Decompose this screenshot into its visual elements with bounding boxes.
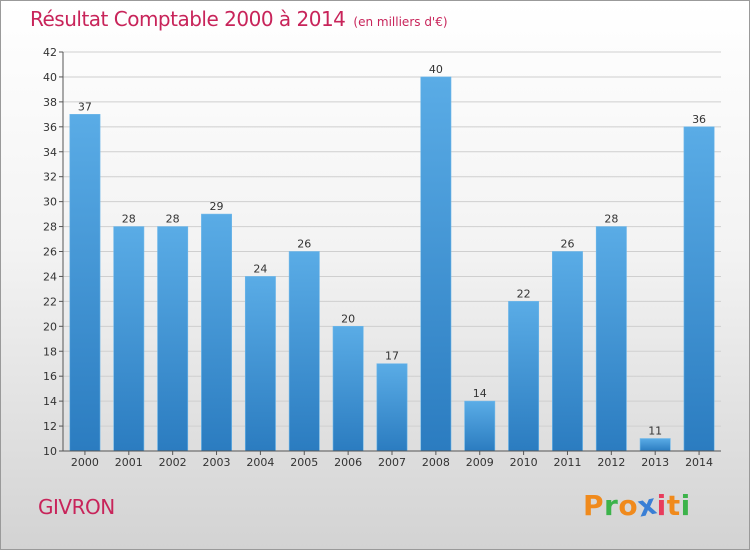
y-tick-label: 10 bbox=[43, 445, 57, 458]
commune-name: GIVRON bbox=[38, 495, 115, 519]
y-tick-label: 24 bbox=[43, 270, 57, 283]
x-tick-label: 2007 bbox=[378, 456, 406, 469]
x-tick-label: 2006 bbox=[334, 456, 362, 469]
y-tick-label: 14 bbox=[43, 395, 57, 408]
bar-value-label: 29 bbox=[210, 200, 224, 213]
bar-value-label: 26 bbox=[297, 238, 311, 251]
bar-value-label: 40 bbox=[429, 63, 443, 76]
bar bbox=[683, 126, 715, 452]
bar-value-label: 17 bbox=[385, 350, 399, 363]
bar bbox=[639, 438, 671, 452]
bar-value-label: 28 bbox=[604, 213, 618, 226]
x-tick-label: 2004 bbox=[246, 456, 274, 469]
y-tick-label: 34 bbox=[43, 146, 57, 159]
x-axis: 2000 2001 2002 2003 2004 2005 2006 2007 2008 2009… bbox=[63, 450, 721, 469]
y-tick-label: 28 bbox=[43, 221, 57, 234]
bar bbox=[376, 363, 408, 452]
x-tick-label: 2008 bbox=[422, 456, 450, 469]
bar bbox=[69, 114, 101, 452]
bar-value-label: 36 bbox=[692, 113, 706, 126]
logo-letter: t bbox=[666, 489, 681, 522]
bar bbox=[508, 301, 540, 452]
bar-value-label: 24 bbox=[253, 262, 267, 275]
y-tick-label: 36 bbox=[43, 121, 57, 134]
y-tick-label: 30 bbox=[43, 196, 57, 209]
y-axis: 10 12 14 16 18 20 22 24 26 28 30 32 34 36 38 40 42 bbox=[43, 46, 64, 458]
x-tick-label: 2009 bbox=[466, 456, 494, 469]
y-tick-label: 42 bbox=[43, 46, 57, 59]
bar bbox=[244, 276, 276, 452]
bar-value-label: 11 bbox=[648, 425, 662, 438]
y-tick-label: 20 bbox=[43, 320, 57, 333]
bar bbox=[113, 226, 145, 452]
y-tick-label: 32 bbox=[43, 171, 57, 184]
bar bbox=[288, 251, 320, 452]
bar bbox=[420, 76, 452, 452]
logo-letter: i bbox=[680, 489, 691, 522]
logo-letter: P bbox=[583, 489, 605, 522]
x-tick-label: 2011 bbox=[553, 456, 581, 469]
x-tick-label: 2002 bbox=[159, 456, 187, 469]
x-tick-label: 2003 bbox=[203, 456, 231, 469]
x-tick-label: 2001 bbox=[115, 456, 143, 469]
bar-value-label: 28 bbox=[166, 213, 180, 226]
bar-value-label: 28 bbox=[122, 213, 136, 226]
y-tick-label: 38 bbox=[43, 96, 57, 109]
y-tick-label: 40 bbox=[43, 71, 57, 84]
y-tick-label: 18 bbox=[43, 345, 57, 358]
logo-letter: o bbox=[618, 489, 639, 522]
x-tick-label: 2010 bbox=[510, 456, 538, 469]
x-tick-label: 2012 bbox=[597, 456, 625, 469]
logo-letter: i bbox=[656, 489, 667, 522]
bar-value-label: 14 bbox=[473, 387, 487, 400]
bar bbox=[464, 400, 496, 452]
y-tick-label: 26 bbox=[43, 246, 57, 259]
chart-title: Résultat Comptable 2000 à 2014 (en millie… bbox=[30, 7, 448, 31]
x-tick-label: 2013 bbox=[641, 456, 669, 469]
bar bbox=[332, 326, 364, 452]
bar bbox=[157, 226, 189, 452]
y-tick-label: 22 bbox=[43, 295, 57, 308]
bar-value-label: 22 bbox=[517, 287, 531, 300]
x-tick-label: 2014 bbox=[685, 456, 713, 469]
x-tick-label: 2005 bbox=[290, 456, 318, 469]
y-tick-label: 16 bbox=[43, 370, 57, 383]
bar-value-label: 26 bbox=[560, 238, 574, 251]
bar bbox=[552, 251, 583, 452]
logo-letter: r bbox=[604, 489, 619, 522]
chart-subtitle: (en milliers d'€) bbox=[353, 15, 448, 29]
proxiti-logo: Proxiti bbox=[583, 487, 691, 523]
bar bbox=[201, 213, 232, 452]
x-tick-label: 2000 bbox=[71, 456, 99, 469]
y-tick-label: 12 bbox=[43, 420, 57, 433]
title-text: Résultat Comptable 2000 à 2014 bbox=[30, 7, 346, 31]
bars: 37 28 28 29 24 26 20 17 40 14 22 26 28 11 36 bbox=[69, 63, 715, 452]
bar-value-label: 37 bbox=[78, 100, 92, 113]
bar-value-label: 20 bbox=[341, 312, 355, 325]
bar bbox=[595, 226, 627, 452]
